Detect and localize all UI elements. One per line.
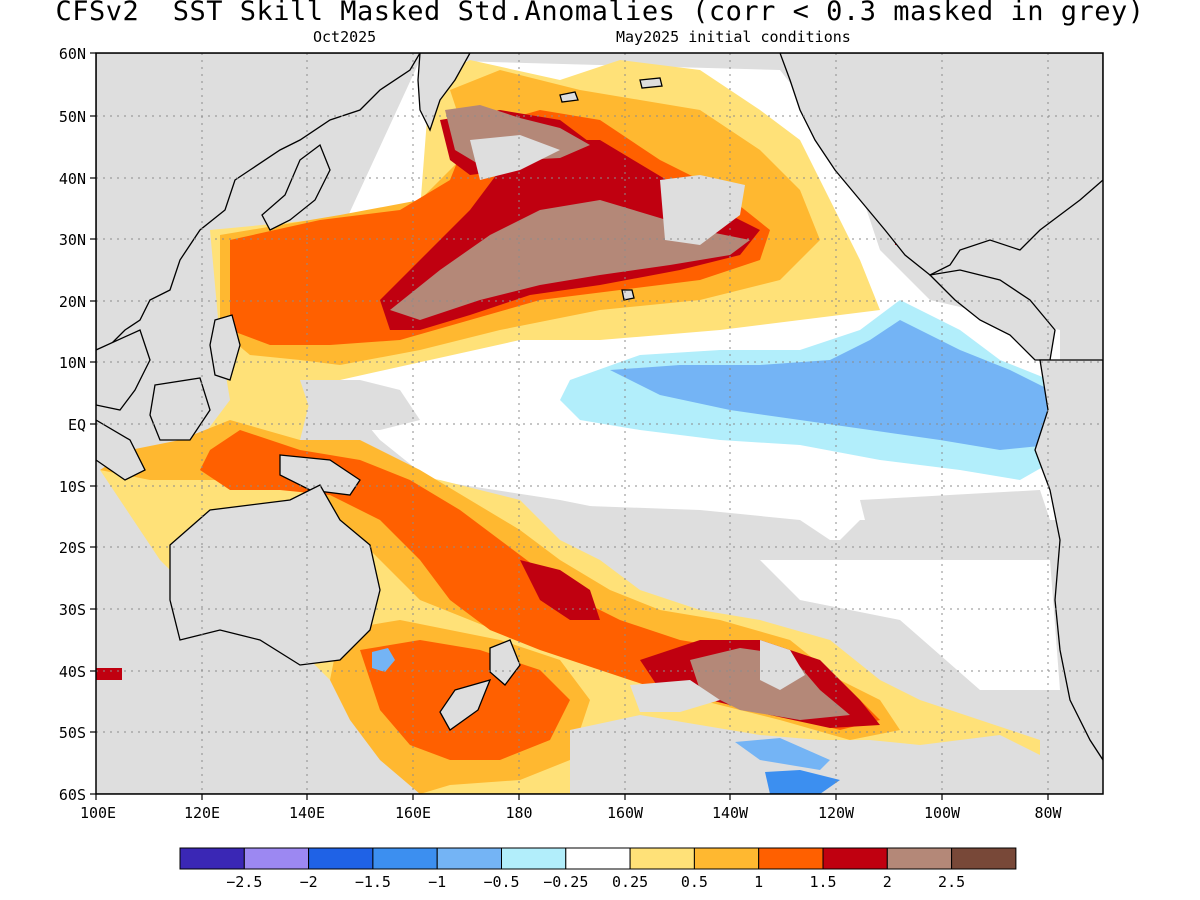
map-title: CFSv2 SST Skill Masked Std.Anomalies (co…: [55, 0, 1145, 27]
graticule: [96, 53, 1103, 794]
mask-hole-nw: [470, 135, 560, 180]
lat-label: 30S: [59, 601, 86, 619]
colorbar-swatch: [693, 847, 760, 870]
lon-label: 120E: [184, 804, 220, 822]
land-philippines: [209, 314, 241, 381]
land-japan: [261, 143, 331, 231]
lon-label: 160W: [607, 804, 644, 822]
lat-label: 40N: [59, 170, 86, 188]
coastlines: [96, 53, 1103, 794]
field-blue-aus: [372, 648, 395, 672]
lat-label: 20N: [59, 293, 86, 311]
colorbar-label: 2: [883, 873, 892, 891]
colorbar: [179, 847, 1017, 870]
land-nz-north: [489, 639, 521, 686]
lon-label: 180: [505, 804, 532, 822]
colorbar-label: 0.25: [612, 873, 648, 891]
lon-label: 80W: [1034, 804, 1062, 822]
lon-label: 140W: [712, 804, 749, 822]
land-north-america: [779, 53, 1103, 276]
axis-ticks: [90, 52, 1049, 800]
colorbar-swatch: [886, 847, 953, 870]
land-sumatra: [96, 419, 146, 481]
lat-label: 60N: [59, 45, 86, 63]
colorbar-swatch: [372, 847, 438, 870]
colorbar-swatch: [822, 847, 888, 870]
colorbar-swatch: [951, 847, 1017, 870]
latitude-labels: 60N 50N 40N 30N 20N 10N EQ 10S 20S 30S 4…: [59, 45, 86, 804]
patch-red-westaus: [96, 668, 122, 680]
land-indochina: [96, 329, 151, 411]
land-south-america: [1034, 359, 1103, 762]
colorbar-swatch: [629, 847, 695, 870]
colorbar-label: −0.25: [543, 873, 588, 891]
land-asia: [96, 53, 421, 351]
colorbar-label: −0.5: [483, 873, 519, 891]
field-blue-south: [735, 738, 830, 770]
land-aleutian-2: [639, 77, 663, 89]
lon-label: 120W: [818, 804, 855, 822]
lon-label: 160E: [395, 804, 431, 822]
initial-conditions: May2025 initial conditions: [616, 28, 851, 46]
colorbar-swatch: [243, 847, 310, 870]
longitude-labels: 100E 120E 140E 160E 180 160W 140W 120W 1…: [80, 804, 1063, 822]
land-australia: [169, 484, 381, 666]
lat-label: 30N: [59, 231, 86, 249]
lat-label: EQ: [68, 416, 86, 434]
lon-label: 100E: [80, 804, 116, 822]
lon-label: 140E: [289, 804, 325, 822]
anomaly-field: [96, 53, 1103, 794]
colorbar-swatch: [308, 847, 374, 870]
colorbar-swatch: [758, 847, 824, 870]
lat-label: 50S: [59, 724, 86, 742]
colorbar-label: 1: [754, 873, 763, 891]
colorbar-label: 1.5: [809, 873, 836, 891]
land-kamchatka: [417, 53, 471, 132]
colorbar-swatch: [179, 847, 245, 870]
field-mid-blue: [610, 320, 1050, 450]
mask-hole-s: [630, 680, 720, 712]
field-dark-red-spcz: [520, 560, 600, 620]
lon-label: 100W: [924, 804, 961, 822]
colorbar-label: −2.5: [226, 873, 262, 891]
field-blue-deep: [765, 770, 840, 794]
colorbar-labels: −2.5 −2 −1.5 −1 −0.5 −0.25 0.25 0.5 1 1.5 2 2.5: [226, 873, 965, 891]
colorbar-swatch: [565, 847, 631, 870]
mask-maritime: [300, 380, 420, 430]
land-aleutian-1: [559, 91, 579, 103]
colorbar-swatch: [501, 847, 567, 870]
mask-hole-sw: [760, 640, 805, 690]
colorbar-label: 2.5: [938, 873, 965, 891]
lat-label: 60S: [59, 786, 86, 804]
colorbar-label: 0.5: [681, 873, 708, 891]
colorbar-swatch: [436, 847, 503, 870]
land-new-guinea: [279, 454, 361, 496]
land-hawaii: [621, 289, 635, 301]
land-nz-south: [439, 679, 492, 731]
lat-label: 40S: [59, 663, 86, 681]
mask-south-pacific: [560, 490, 1060, 560]
colorbar-label: −1.5: [355, 873, 391, 891]
lat-label: 10S: [59, 478, 86, 496]
lat-label: 10N: [59, 354, 86, 372]
lat-label: 20S: [59, 539, 86, 557]
field-brown: [390, 200, 750, 320]
colorbar-label: −2: [300, 873, 318, 891]
lat-label: 50N: [59, 108, 86, 126]
mask-hole-ne: [660, 175, 745, 245]
colorbar-label: −1: [428, 873, 446, 891]
forecast-month: Oct2025: [313, 28, 377, 46]
